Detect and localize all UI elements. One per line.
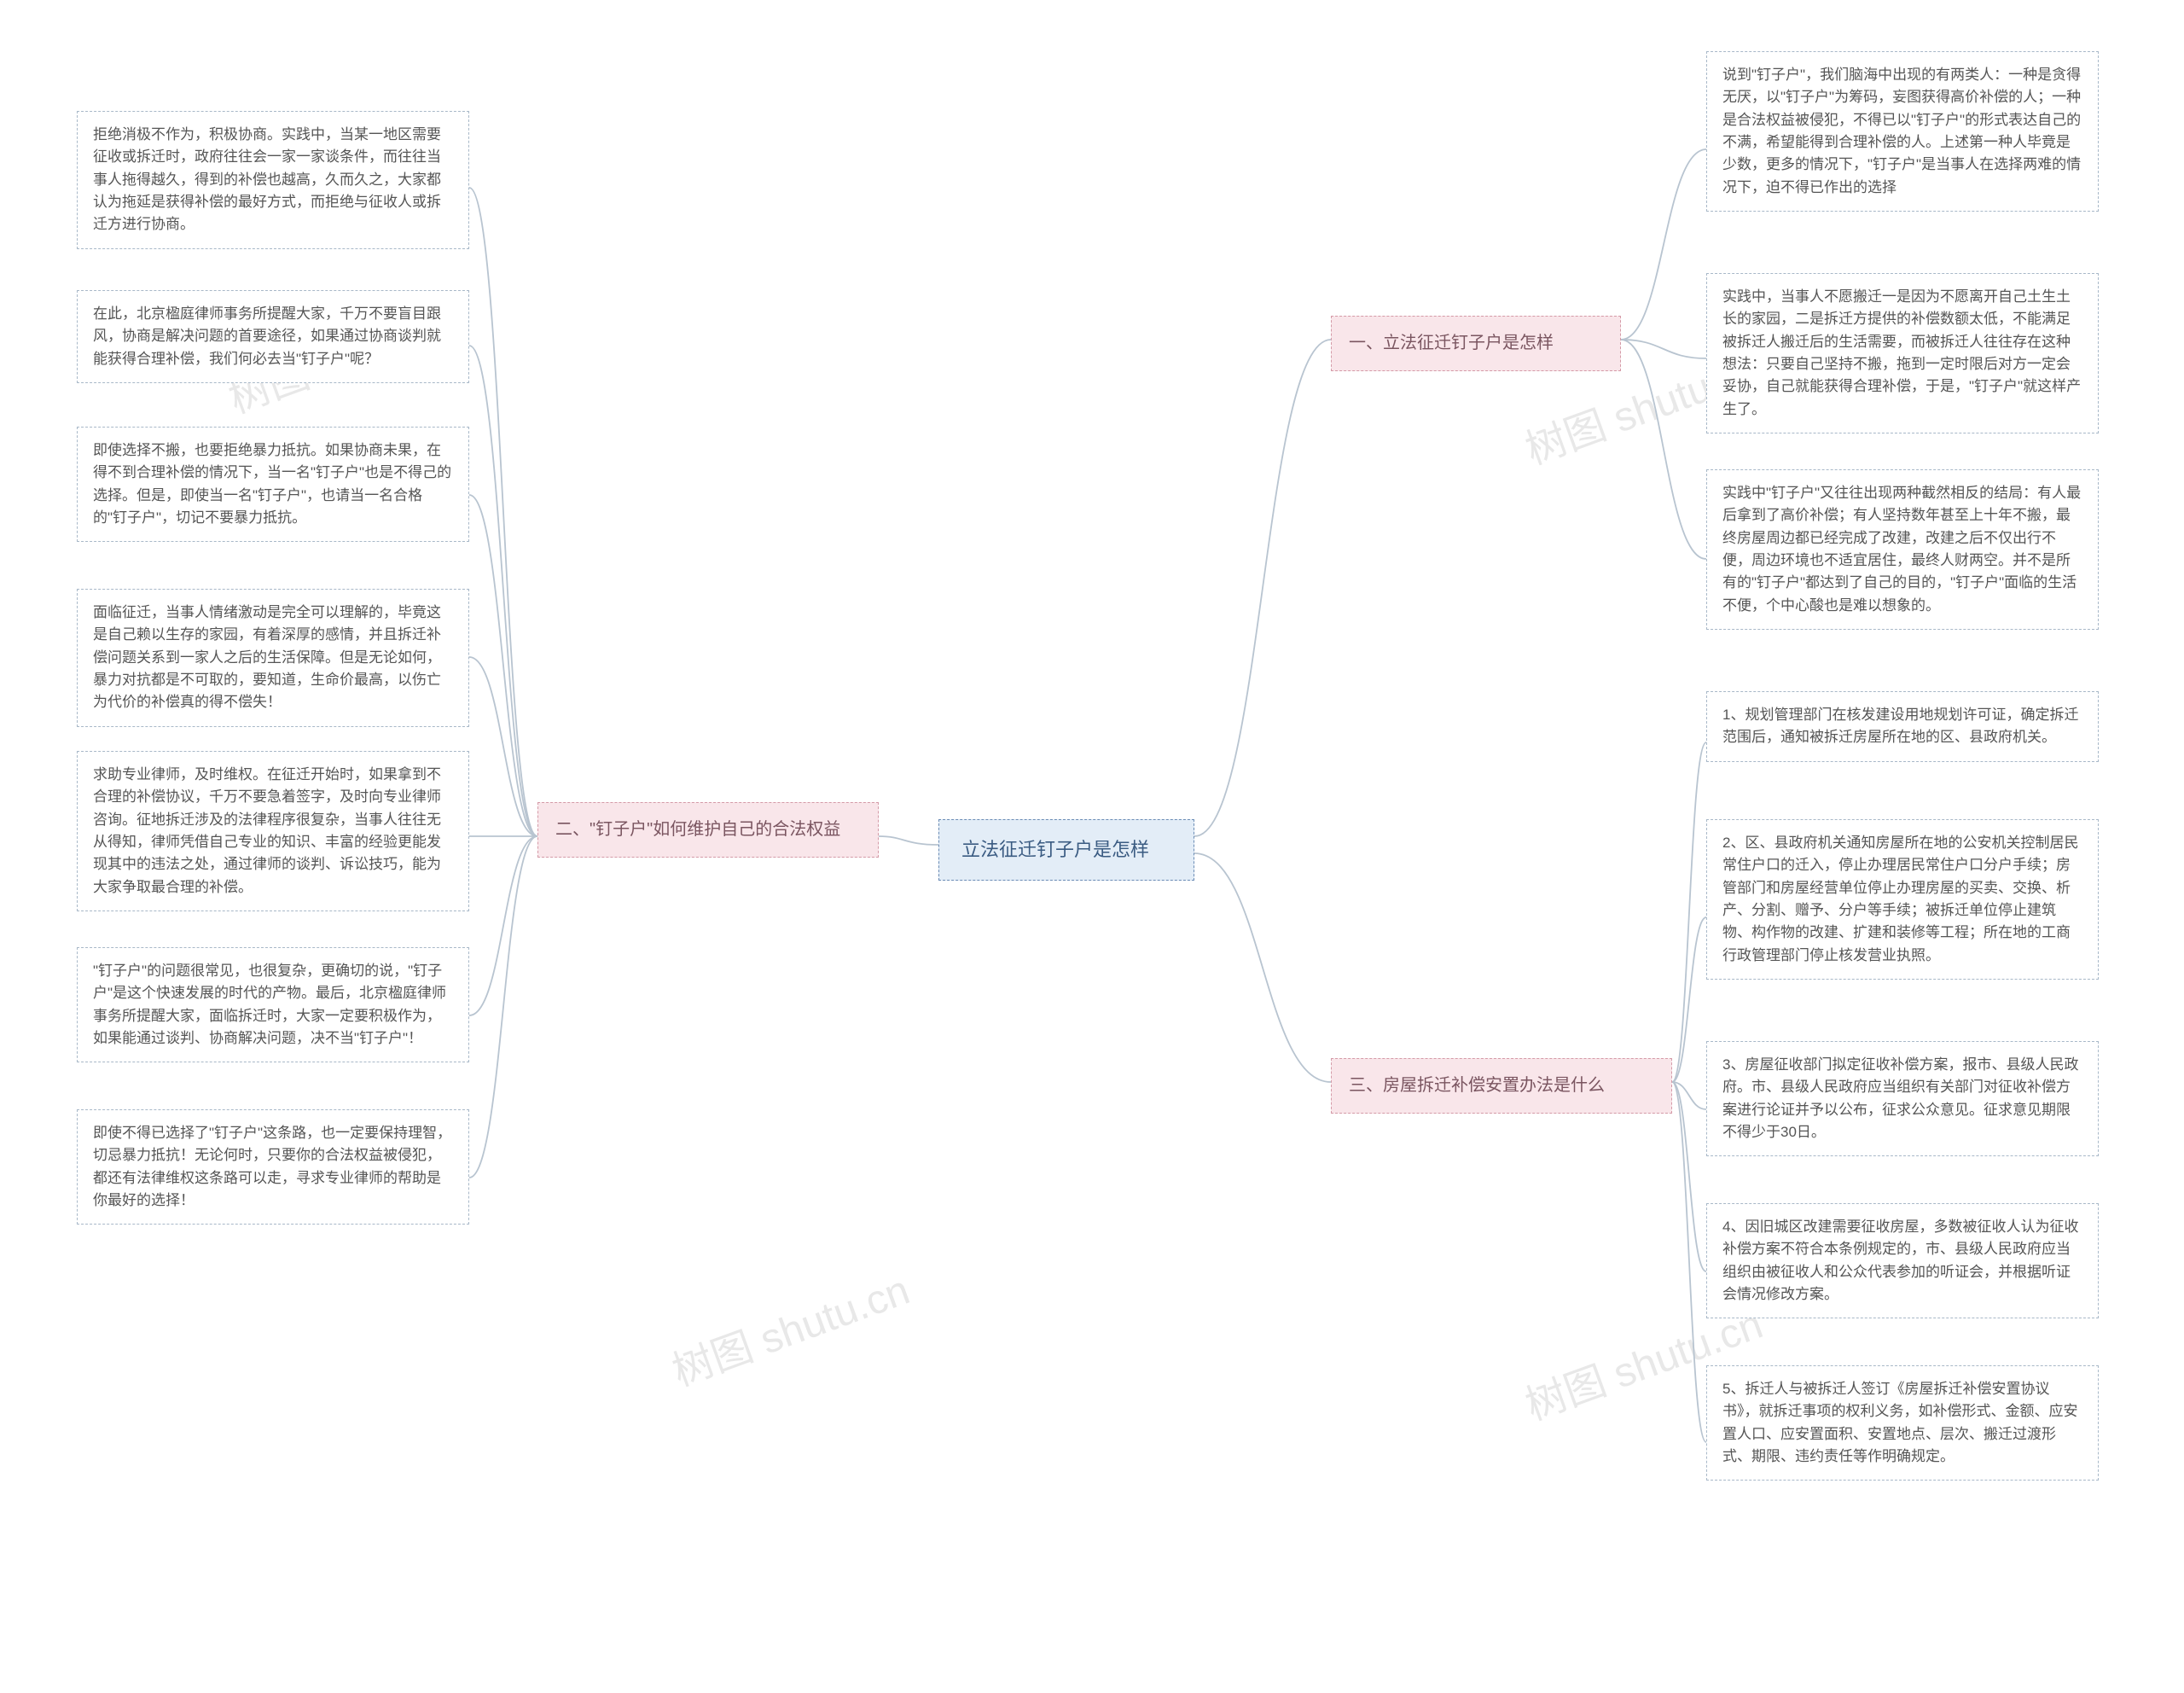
leaf-node[interactable]: 1、规划管理部门在核发建设用地规划许可证，确定拆迁范围后，通知被拆迁房屋所在地的…: [1706, 691, 2099, 762]
leaf-node[interactable]: 实践中"钉子户"又往往出现两种截然相反的结局：有人最后拿到了高价补偿；有人坚持数…: [1706, 469, 2099, 630]
leaf-node[interactable]: 即使选择不搬，也要拒绝暴力抵抗。如果协商未果，在得不到合理补偿的情况下，当一名"…: [77, 427, 469, 542]
leaf-node[interactable]: 即使不得已选择了"钉子户"这条路，也一定要保持理智，切忌暴力抵抗！无论何时，只要…: [77, 1109, 469, 1225]
leaf-node[interactable]: 求助专业律师，及时维权。在征迁开始时，如果拿到不合理的补偿协议，千万不要急着签字…: [77, 751, 469, 911]
leaf-node[interactable]: 实践中，当事人不愿搬迁一是因为不愿离开自己土生土长的家园，二是拆迁方提供的补偿数…: [1706, 273, 2099, 433]
leaf-node[interactable]: 5、拆迁人与被拆迁人签订《房屋拆迁补偿安置协议书》，就拆迁事项的权利义务，如补偿…: [1706, 1365, 2099, 1481]
mindmap-canvas: 树图 shutu.cn 树图 shutu.cn 树图 shutu.cn 树图 s…: [0, 0, 2184, 1693]
leaf-node[interactable]: 2、区、县政府机关通知房屋所在地的公安机关控制居民常住户口的迁入，停止办理居民常…: [1706, 819, 2099, 980]
branch-3[interactable]: 三、房屋拆迁补偿安置办法是什么: [1331, 1058, 1672, 1114]
leaf-node[interactable]: 4、因旧城区改建需要征收房屋，多数被征收人认为征收补偿方案不符合本条例规定的，市…: [1706, 1203, 2099, 1318]
leaf-node[interactable]: 说到"钉子户"，我们脑海中出现的有两类人：一种是贪得无厌，以"钉子户"为筹码，妄…: [1706, 51, 2099, 212]
branch-1[interactable]: 一、立法征迁钉子户是怎样: [1331, 316, 1621, 371]
leaf-node[interactable]: 在此，北京楹庭律师事务所提醒大家，千万不要盲目跟风，协商是解决问题的首要途径，如…: [77, 290, 469, 383]
watermark: 树图 shutu.cn: [663, 1256, 916, 1397]
root-node[interactable]: 立法征迁钉子户是怎样: [938, 819, 1194, 881]
leaf-node[interactable]: 面临征迁，当事人情绪激动是完全可以理解的，毕竟这是自己赖以生存的家园，有着深厚的…: [77, 589, 469, 727]
leaf-node[interactable]: 3、房屋征收部门拟定征收补偿方案，报市、县级人民政府。市、县级人民政府应当组织有…: [1706, 1041, 2099, 1156]
leaf-node[interactable]: "钉子户"的问题很常见，也很复杂，更确切的说，"钉子户"是这个快速发展的时代的产…: [77, 947, 469, 1062]
leaf-node[interactable]: 拒绝消极不作为，积极协商。实践中，当某一地区需要征收或拆迁时，政府往往会一家一家…: [77, 111, 469, 249]
branch-2[interactable]: 二、"钉子户"如何维护自己的合法权益: [537, 802, 879, 858]
